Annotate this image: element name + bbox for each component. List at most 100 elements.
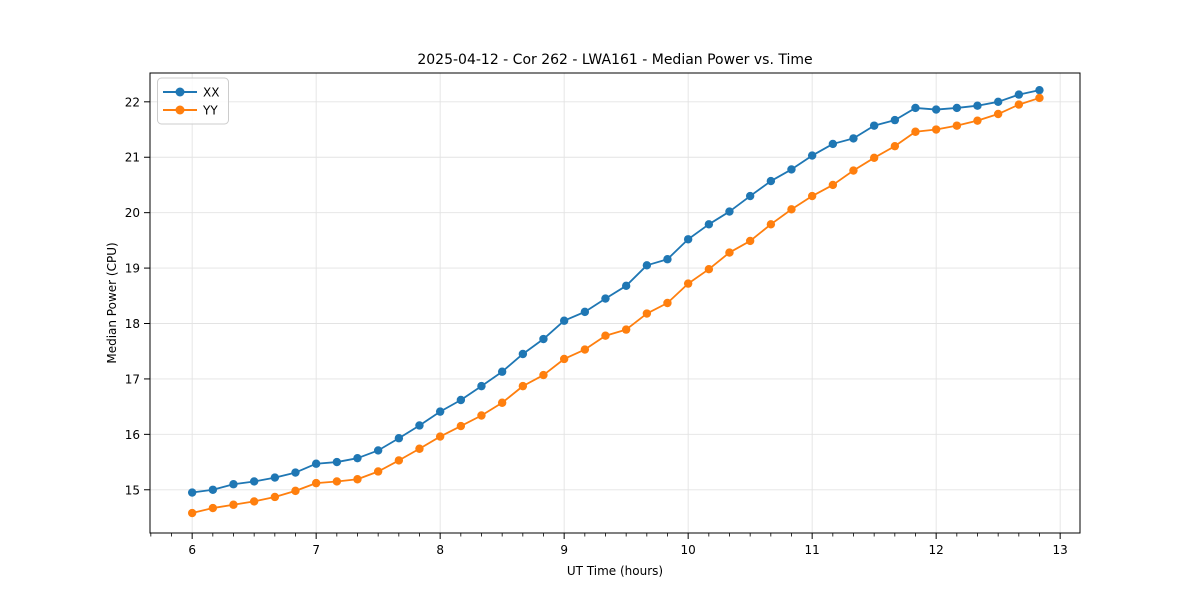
series-yy-point: [807, 191, 817, 201]
series-yy-point: [828, 180, 838, 190]
series-xx-point: [539, 334, 548, 344]
series-xx-point: [849, 134, 858, 143]
y-tick-label: 20: [125, 206, 140, 220]
legend-frame: [157, 77, 229, 125]
y-tick-label: 19: [125, 262, 140, 276]
series-xx-point: [931, 105, 941, 114]
series-yy-point: [683, 279, 693, 288]
x-tick-label: 6: [188, 543, 196, 557]
series-yy-point: [580, 345, 590, 354]
series-xx-point: [270, 473, 280, 482]
series-xx-point: [828, 139, 838, 149]
series-xx-point: [890, 115, 900, 125]
series-xx-point: [249, 477, 259, 486]
series-xx-point: [332, 457, 342, 467]
legend-label-yy: YY: [202, 104, 218, 118]
x-tick-label: 8: [436, 543, 444, 557]
series-yy-point: [208, 503, 218, 513]
series-yy-point: [745, 236, 755, 246]
legend-marker-xx: [175, 87, 185, 97]
series-xx-point: [394, 434, 404, 443]
series-xx-point: [497, 367, 507, 376]
series-yy-point: [559, 354, 569, 364]
chart-title: 2025-04-12 - Cor 262 - LWA161 - Median P…: [417, 52, 812, 68]
y-tick-label: 22: [125, 95, 140, 109]
series-xx-point: [663, 255, 672, 264]
series-xx-point: [311, 459, 321, 468]
series-yy-point: [373, 467, 383, 476]
series-xx-point: [642, 261, 652, 270]
series-yy-point: [1014, 100, 1024, 109]
y-tick-label: 17: [125, 372, 140, 386]
series-layer: [187, 85, 1044, 518]
legend-item-xx: XX: [163, 86, 219, 100]
series-yy-point: [642, 309, 652, 318]
x-tick-label: 9: [560, 543, 568, 557]
series-yy-point: [621, 325, 631, 334]
series-xx-point: [952, 103, 962, 113]
y-axis-label: Median Power (CPU): [105, 242, 119, 363]
y-tick-label: 15: [125, 483, 140, 497]
y-tick-label: 16: [125, 428, 140, 442]
series-xx-point: [187, 488, 197, 497]
x-tick-label: 7: [312, 543, 320, 557]
series-xx-point: [208, 485, 218, 494]
series-xx-point: [973, 101, 982, 110]
series-yy-point: [456, 421, 466, 431]
grid-lines: [150, 73, 1080, 533]
x-tick-label: 10: [681, 543, 696, 557]
series-xx-point: [766, 176, 776, 186]
series-yy-point: [931, 125, 941, 134]
series-yy-point: [601, 331, 610, 340]
x-tick-label: 13: [1053, 543, 1068, 557]
series-yy-point: [952, 121, 962, 130]
series-yy-point: [270, 492, 280, 502]
series-xx-point: [435, 407, 445, 416]
series-yy-point: [725, 248, 734, 257]
series-yy-point: [993, 109, 1003, 119]
series-yy-point: [704, 264, 714, 274]
series-yy-point: [663, 298, 672, 308]
series-xx-point: [518, 349, 528, 359]
series-xx-point: [787, 165, 796, 174]
series-yy-point: [1035, 93, 1044, 103]
series-xx-point: [725, 207, 734, 216]
series-yy-point: [229, 500, 238, 509]
series-yy-point: [869, 153, 879, 162]
legend-item-yy: YY: [163, 104, 218, 118]
x-tick-label: 12: [929, 543, 944, 557]
series-yy-point: [291, 486, 300, 496]
series-yy-point: [249, 497, 259, 506]
series-yy-point: [497, 398, 507, 407]
series-xx-point: [704, 220, 714, 229]
series-xx-point: [807, 151, 817, 160]
series-xx-point: [621, 281, 631, 291]
series-yy-point: [849, 166, 858, 175]
series-xx-point: [373, 446, 383, 455]
series-yy-point: [911, 127, 920, 136]
x-tick-label: 11: [805, 543, 820, 557]
series-xx-point: [1014, 90, 1024, 99]
legend: XX YY: [157, 77, 229, 125]
series-xx-point: [869, 121, 879, 130]
series-xx-point: [456, 395, 466, 405]
legend-marker-yy: [175, 105, 185, 115]
series-yy-point: [353, 475, 362, 484]
series-yy-point: [973, 116, 982, 125]
series-xx-point: [559, 316, 569, 325]
series-xx-point: [993, 97, 1003, 107]
y-tick-label: 21: [125, 151, 140, 165]
series-xx-line: [192, 89, 1040, 494]
series-yy-point: [435, 432, 445, 441]
series-xx-point: [229, 480, 238, 489]
series-xx-point: [580, 307, 590, 317]
series-xx-point: [291, 468, 300, 477]
series-yy-line: [191, 97, 1040, 514]
series-yy-point: [518, 381, 528, 391]
series-yy-point: [415, 444, 424, 453]
axes-layer: 6 7 8 9 10 11 12 13 15 16 17 18 19 20 21 22: [125, 72, 1081, 557]
series-yy-point: [477, 411, 486, 420]
series-xx-point: [415, 421, 424, 430]
